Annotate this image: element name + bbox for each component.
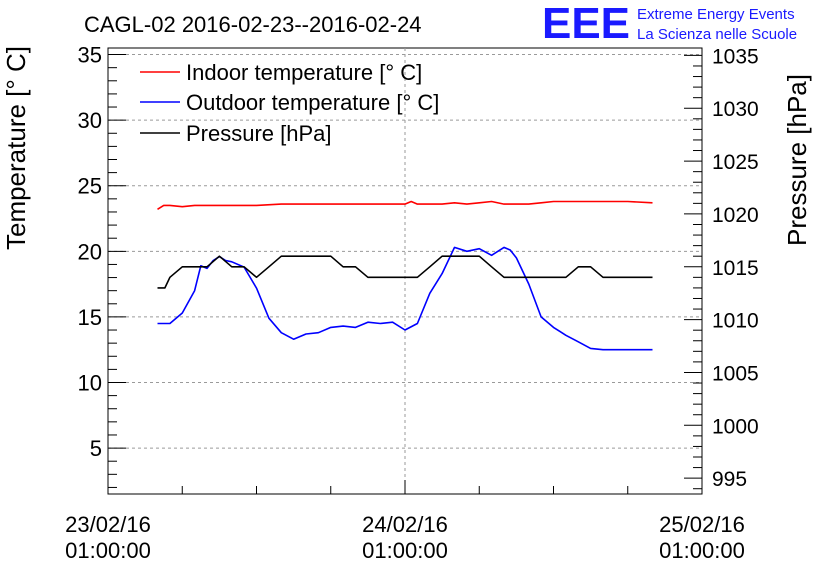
brand-line2: La Scienza nelle Scuole [637, 26, 797, 43]
left-tick-label: 25 [78, 174, 102, 199]
bottom-axis: 23/02/1601:00:0024/02/1601:00:0025/02/16… [65, 480, 745, 563]
right-tick-label: 1030 [712, 98, 759, 121]
x-tick-time: 01:00:00 [659, 538, 745, 563]
right-axis: 995 1000 1005 1010 1015 1020 1025 1030 1035 [684, 45, 759, 491]
x-tick-date: 24/02/16 [362, 512, 448, 537]
legend-label-pressure: Pressure [hPa] [186, 121, 332, 146]
left-tick-label: 15 [78, 305, 102, 330]
left-tick-label: 20 [78, 239, 102, 264]
right-axis-label: Pressure [hPa] [782, 74, 812, 246]
grid [108, 48, 702, 494]
series-line-pressure [157, 255, 653, 289]
x-tick-date: 23/02/16 [65, 512, 151, 537]
left-axis-label: Temperature [° C] [1, 46, 31, 250]
right-tick-label: 1005 [712, 362, 759, 385]
chart-title: CAGL-02 2016-02-23--2016-02-24 [84, 12, 422, 37]
brand-line1: Extreme Energy Events [637, 6, 795, 23]
left-tick-label: 30 [78, 108, 102, 133]
legend: Indoor temperature [° C] Outdoor tempera… [140, 60, 439, 146]
right-tick-label: 1010 [712, 310, 759, 333]
eee-logo: EEE [542, 0, 630, 48]
right-tick-label: 995 [712, 468, 747, 491]
right-tick-label: 1015 [712, 257, 759, 280]
legend-label-outdoor: Outdoor temperature [° C] [186, 90, 439, 115]
x-tick-date: 25/02/16 [659, 512, 745, 537]
series-group [157, 200, 653, 351]
series-line-indoor [157, 200, 653, 210]
x-tick-time: 01:00:00 [362, 538, 448, 563]
x-tick-time: 01:00:00 [65, 538, 151, 563]
right-tick-label: 1035 [712, 45, 759, 68]
legend-label-indoor: Indoor temperature [° C] [186, 60, 422, 85]
right-tick-label: 1020 [712, 204, 759, 227]
left-tick-label: 5 [90, 436, 102, 461]
left-tick-label: 10 [78, 371, 102, 396]
left-axis: 5 10 15 20 25 30 35 [78, 43, 126, 488]
right-tick-label: 1000 [712, 415, 759, 438]
left-tick-label: 35 [78, 43, 102, 68]
right-tick-label: 1025 [712, 151, 759, 174]
